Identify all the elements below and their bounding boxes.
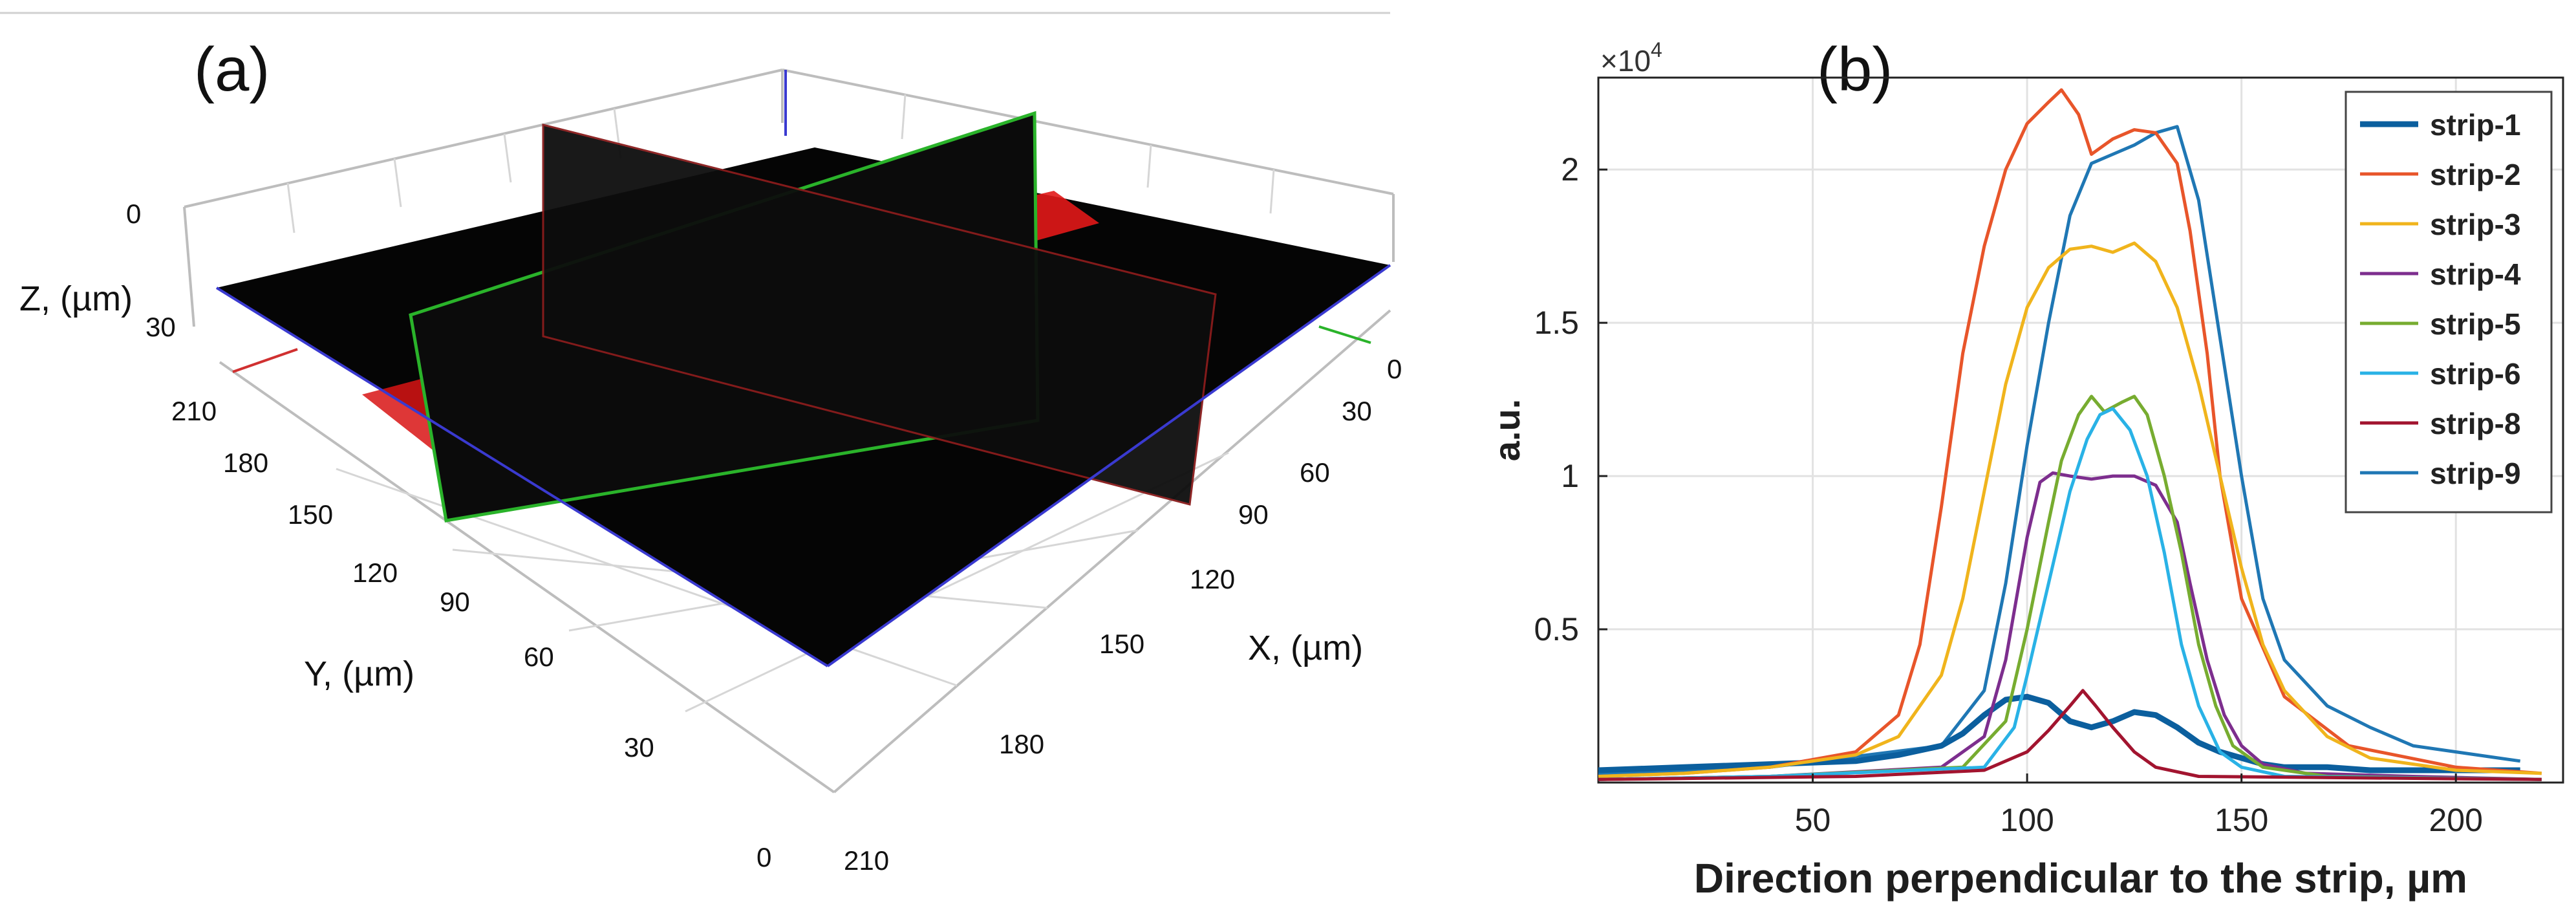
y-tick-label: 90 [440,587,470,617]
x-tick-label: 50 [1795,802,1831,838]
y-tick-label: 180 [223,448,268,478]
slab-edge-right [826,264,1391,667]
exponent-power: 4 [1651,38,1662,61]
legend-label: strip-3 [2430,208,2521,241]
y-tick-label: 1.5 [1534,305,1579,341]
legend-label: strip-5 [2430,307,2521,341]
chart-series [1598,88,2542,781]
x-tick-label: 120 [1190,564,1235,594]
x-tick-label: 200 [2429,802,2483,838]
x-tick-label: 90 [1238,499,1269,530]
legend-label: strip-6 [2430,357,2521,391]
x-tick-label: 100 [2000,802,2054,838]
series-line-strip-5 [1598,395,2542,781]
series-line-strip-9 [1598,125,2521,775]
y-axis-label: Y, (µm) [304,654,414,693]
x-axis-label: X, (µm) [1248,629,1363,667]
xz-slice [542,124,1217,506]
x-tick-label: 30 [1342,396,1372,426]
panel-b-label: (b) [1817,35,1893,104]
y-tick-label: 30 [624,732,654,762]
y-axis-marker [232,348,298,373]
series-line-strip-6 [1598,407,2542,781]
legend: strip-1 strip-2 strip-3 strip-4 strip-5 strip… [2345,91,2553,514]
y-tick-label: 60 [524,642,554,672]
z-axis-label: Z, (µm) [19,279,133,318]
panel-a-frame [183,69,1395,794]
y-tick-label: 2 [1561,151,1579,188]
x-tick-label: 150 [1099,629,1144,659]
z-ticks: 0 30 [126,199,176,342]
x-tick-label: 210 [844,845,889,876]
y-tick-label: 0 [757,842,771,872]
series-line-strip-3 [1598,241,2542,778]
legend-label: strip-1 [2430,108,2521,142]
legend-label: strip-9 [2430,457,2521,490]
y-tick-label: 120 [352,557,398,588]
y-tick-labels: 0.5 1 1.5 2 [1534,151,1607,647]
x-ticks: 0 30 60 90 120 150 180 210 [844,354,1402,876]
series-line-strip-4 [1598,471,2542,781]
series-line-strip-2 [1598,88,2542,778]
legend-label: strip-4 [2430,257,2521,291]
x-tick-labels: 50 100 150 200 [1795,773,2483,838]
legend-label: strip-2 [2430,158,2521,191]
x-tick-label: 180 [999,729,1044,759]
y-tick-label: 210 [171,396,217,426]
panel-b: (b) ×104 50 100 150 200 0.5 1 1.5 2 Direction … [1487,35,2564,902]
z-tick-label: 30 [145,312,176,342]
x-tick-label: 0 [1387,354,1402,384]
x-axis-marker [1318,325,1371,344]
exponent-base: ×10 [1600,44,1651,78]
x-axis-title: Direction perpendicular to the strip, µm [1694,855,2467,902]
y-tick-label: 1 [1561,458,1579,494]
exponent-label: ×104 [1600,38,1662,78]
y-tick-label: 150 [288,499,333,530]
y-tick-label: 0.5 [1534,611,1579,647]
legend-box [2345,91,2553,514]
x-tick-label: 60 [1300,457,1330,488]
z-tick-label: 0 [126,199,141,229]
series-line-strip-8 [1598,689,2542,781]
slab-edge-left [215,287,829,667]
panel-a: (a) Z, (µm) Y, (µm) X, (µm) 030 21018015… [0,12,1402,876]
y-axis-title: a.u. [1487,399,1527,461]
x-tick-label: 150 [2215,802,2268,838]
plot-area-box [1597,76,2564,784]
panel-a-label: (a) [194,35,270,104]
legend-label: strip-8 [2430,407,2521,440]
